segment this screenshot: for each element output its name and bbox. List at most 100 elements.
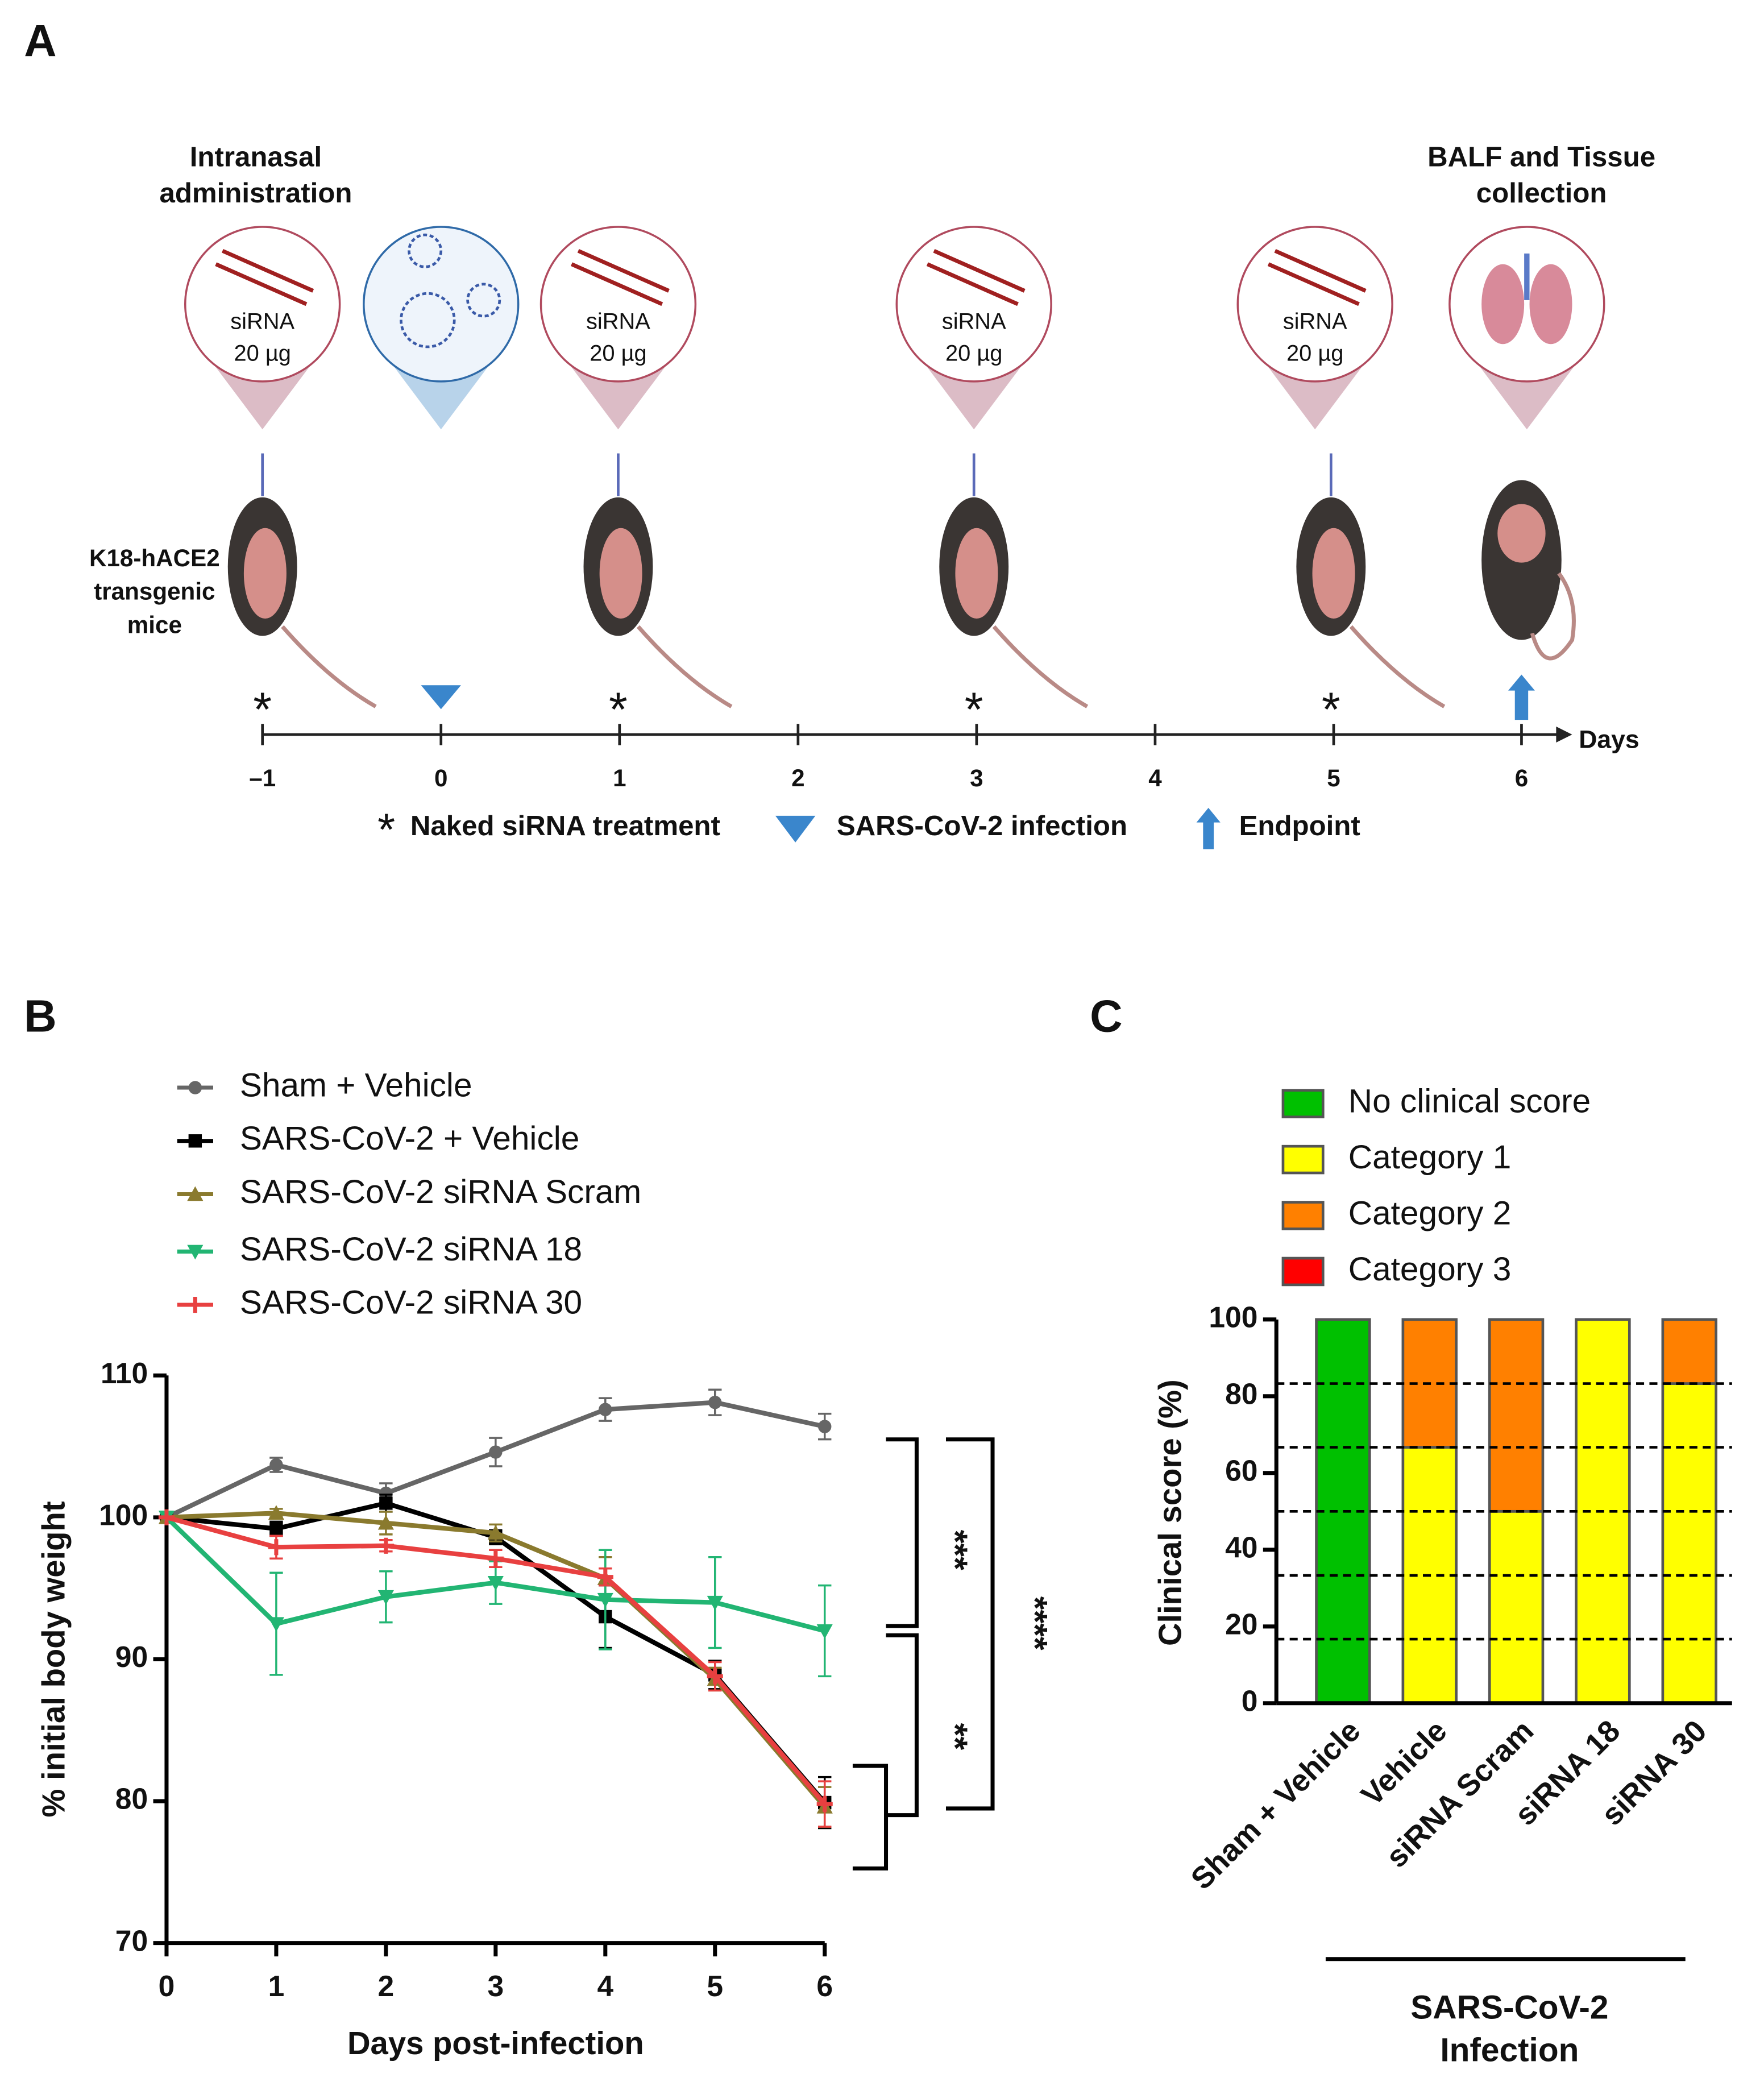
mice-label: K18-hACE2 bbox=[89, 545, 220, 571]
legend-label: SARS-CoV-2 siRNA 18 bbox=[240, 1231, 582, 1268]
x-tick-label: Sham + Vehicle bbox=[1184, 1714, 1367, 1896]
y-tick-label: 100 bbox=[99, 1498, 148, 1531]
marker bbox=[268, 1617, 284, 1632]
marker bbox=[158, 1509, 175, 1525]
callout-circle bbox=[539, 226, 697, 383]
mice-label: mice bbox=[127, 611, 182, 638]
dose-label: siRNA bbox=[1283, 309, 1347, 334]
dose-label: siRNA bbox=[230, 309, 294, 334]
panel-label: C bbox=[1090, 991, 1123, 1042]
x-tick-label: 3 bbox=[488, 1969, 504, 2002]
marker bbox=[377, 1590, 394, 1605]
marker bbox=[268, 1539, 284, 1556]
legend-swatch bbox=[1281, 1089, 1325, 1118]
legend-star: * bbox=[377, 804, 395, 855]
marker bbox=[377, 1537, 394, 1554]
marker bbox=[818, 1420, 832, 1433]
day-label: 6 bbox=[1515, 765, 1528, 791]
dose-label: siRNA bbox=[586, 309, 650, 334]
significance-label: *** bbox=[936, 1530, 975, 1570]
callout-circle bbox=[1236, 226, 1393, 383]
mouse-organs bbox=[955, 528, 998, 619]
endpoint-marker bbox=[1508, 674, 1535, 720]
legend-label: SARS-CoV-2 + Vehicle bbox=[240, 1120, 579, 1157]
day-label: 2 bbox=[791, 765, 804, 791]
marker bbox=[707, 1668, 723, 1685]
virus-icon bbox=[400, 292, 456, 349]
y-tick-label: 40 bbox=[1225, 1531, 1257, 1563]
marker bbox=[489, 1445, 503, 1459]
marker bbox=[188, 1134, 202, 1148]
legend-swatch bbox=[1281, 1201, 1325, 1230]
y-axis-title: Clinical score (%) bbox=[1152, 1379, 1188, 1646]
dose-label: 20 µg bbox=[234, 341, 290, 366]
step-label: Intranasal bbox=[190, 141, 322, 172]
significance-label: ** bbox=[936, 1723, 975, 1751]
marker bbox=[379, 1496, 393, 1510]
significance-bracket bbox=[886, 1633, 919, 1818]
y-tick-label: 20 bbox=[1225, 1607, 1257, 1640]
treatment-star: * bbox=[1322, 683, 1340, 736]
treatment-star: * bbox=[609, 683, 628, 736]
significance-bracket bbox=[886, 1437, 919, 1628]
sirna-icon bbox=[215, 248, 314, 306]
x-tick-label: siRNA Scram bbox=[1380, 1714, 1540, 1874]
timeline-arrow bbox=[1556, 726, 1572, 743]
step-label: BALF and Tissue bbox=[1427, 141, 1655, 172]
marker bbox=[487, 1550, 504, 1567]
day-label: –1 bbox=[249, 765, 276, 791]
marker bbox=[269, 1522, 283, 1536]
mouse-tail bbox=[1349, 625, 1446, 708]
lung-icon bbox=[1529, 264, 1572, 345]
marker bbox=[268, 1505, 284, 1520]
dose-label: siRNA bbox=[942, 309, 1006, 334]
mouse-organs bbox=[243, 528, 287, 619]
legend-arrow bbox=[1196, 807, 1221, 849]
callout-circle bbox=[363, 226, 520, 383]
day-label: 5 bbox=[1327, 765, 1340, 791]
bar-segment bbox=[1488, 1318, 1545, 1513]
callout-circle bbox=[1448, 226, 1605, 383]
mouse-organs bbox=[1497, 504, 1546, 563]
legend-label: Category 3 bbox=[1348, 1251, 1512, 1288]
legend-label: SARS-CoV-2 siRNA Scram bbox=[240, 1173, 641, 1210]
legend-swatch bbox=[1281, 1144, 1325, 1175]
legend-label: Category 1 bbox=[1348, 1139, 1512, 1176]
y-tick-label: 80 bbox=[1225, 1377, 1257, 1410]
significance-bracket bbox=[852, 1764, 889, 1871]
x-tick-label: 0 bbox=[159, 1969, 175, 2002]
bar-segment bbox=[1488, 1509, 1545, 1705]
mouse-tail bbox=[992, 625, 1089, 708]
marker bbox=[816, 1624, 833, 1639]
sirna-icon bbox=[571, 248, 670, 306]
panel-label: A bbox=[24, 15, 57, 66]
x-tick-label: 4 bbox=[597, 1969, 613, 2002]
infection-marker bbox=[421, 685, 461, 710]
group-label: SARS-CoV-2 bbox=[1410, 1989, 1608, 2026]
marker bbox=[707, 1595, 723, 1611]
marker bbox=[187, 1245, 204, 1260]
y-tick-label: 0 bbox=[1242, 1684, 1258, 1717]
day-label: 4 bbox=[1148, 765, 1162, 791]
marker bbox=[599, 1403, 612, 1416]
significance-label: **** bbox=[1016, 1596, 1055, 1650]
day-label: 1 bbox=[613, 765, 626, 791]
mice-label: transgenic bbox=[94, 578, 215, 605]
x-tick-label: 5 bbox=[707, 1969, 723, 2002]
legend-label: SARS-CoV-2 siRNA 30 bbox=[240, 1284, 582, 1321]
legend-triangle bbox=[775, 815, 816, 843]
step-label: administration bbox=[159, 177, 352, 209]
marker bbox=[188, 1081, 202, 1094]
marker bbox=[487, 1575, 504, 1591]
treatment-star: * bbox=[253, 683, 272, 736]
day-label: 0 bbox=[434, 765, 447, 791]
marker bbox=[597, 1592, 613, 1608]
bar-segment bbox=[1661, 1382, 1717, 1705]
bar-segment bbox=[1661, 1318, 1717, 1385]
dose-label: 20 µg bbox=[590, 341, 646, 366]
marker bbox=[816, 1795, 833, 1813]
significance-bracket bbox=[945, 1437, 995, 1811]
group-label: Infection bbox=[1440, 2031, 1579, 2068]
x-axis-title: Days post-infection bbox=[347, 2025, 644, 2061]
